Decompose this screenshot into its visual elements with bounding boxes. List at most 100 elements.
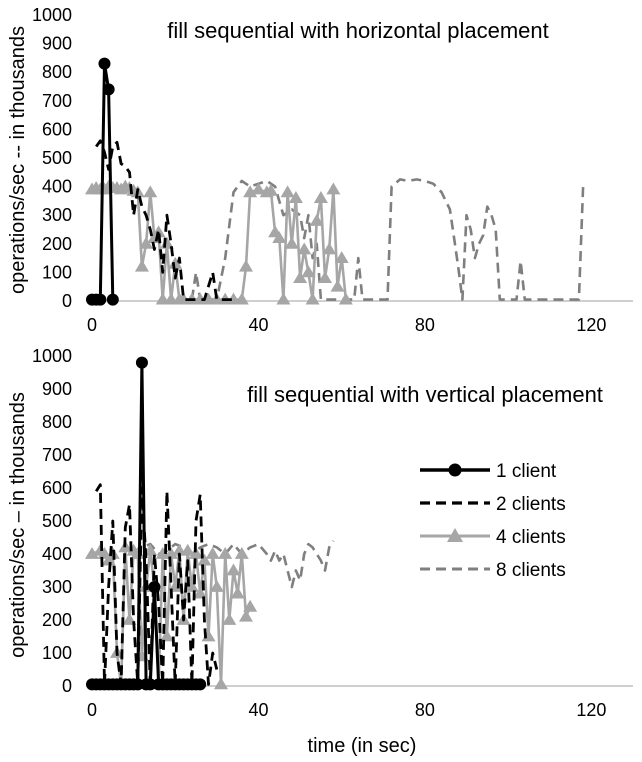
data-point (101, 553, 116, 566)
data-point (326, 182, 341, 195)
data-point (102, 83, 115, 96)
x-ticks: 0 40 80 120 (87, 700, 606, 720)
data-point (94, 293, 107, 306)
data-point (193, 586, 208, 599)
y-tick-label: 500 (42, 511, 72, 531)
series-line-8-clients (190, 178, 587, 301)
series-line-1-client (92, 62, 115, 302)
series-group (85, 356, 335, 691)
data-point (130, 547, 145, 559)
data-point (214, 677, 229, 690)
data-point (85, 547, 99, 559)
series-line-2-clients (95, 483, 219, 686)
data-point (297, 242, 312, 255)
data-point (288, 191, 303, 203)
data-point (151, 225, 166, 238)
series-line-1-client (92, 361, 201, 686)
data-point (276, 292, 291, 305)
legend-label: 8 clients (496, 560, 566, 581)
chart-horizontal-placement: fill sequential with horizontal placemen… (7, 5, 633, 335)
data-point (201, 629, 216, 642)
data-point (226, 563, 241, 576)
data-point (234, 547, 249, 559)
data-point (238, 609, 253, 622)
x-tick-label: 120 (576, 315, 606, 335)
chart-vertical-placement: fill sequential with vertical placement … (7, 346, 633, 757)
data-point (272, 231, 287, 243)
data-point (164, 547, 179, 559)
y-tick-label: 900 (42, 379, 72, 399)
data-point (263, 183, 278, 196)
y-tick-label: 400 (42, 544, 72, 564)
data-point (322, 242, 337, 255)
x-ticks: 0 40 80 120 (87, 315, 606, 335)
legend-marker (447, 528, 463, 542)
legend: 1 client 2 clients 4 clients 8 clients (420, 461, 566, 581)
data-point (234, 292, 249, 305)
y-tick-label: 300 (42, 205, 72, 225)
data-point (106, 293, 119, 306)
x-tick-label: 0 (87, 315, 97, 335)
data-point (144, 678, 157, 691)
data-point (334, 251, 349, 263)
data-point (205, 547, 220, 559)
data-point (98, 57, 111, 70)
y-axis-label: operations/sec -- in thousands (7, 26, 29, 294)
data-point (318, 271, 333, 284)
series-group (85, 57, 587, 306)
legend-label: 2 clients (496, 494, 566, 515)
data-point (134, 259, 149, 272)
y-tick-label: 900 (42, 34, 72, 54)
y-tick-label: 0 (62, 676, 72, 696)
data-point (143, 185, 158, 198)
y-tick-label: 100 (42, 643, 72, 663)
x-axis-label: time (in sec) (308, 735, 417, 757)
data-point (131, 678, 144, 691)
data-point (293, 271, 308, 284)
y-tick-label: 300 (42, 577, 72, 597)
data-point (135, 356, 148, 369)
y-tick-label: 1000 (32, 346, 72, 366)
data-point (230, 586, 245, 599)
data-point (159, 629, 174, 642)
y-tick-label: 600 (42, 478, 72, 498)
data-point (189, 547, 204, 559)
y-tick-label: 400 (42, 177, 72, 197)
x-tick-label: 80 (415, 315, 435, 335)
y-tick-label: 500 (42, 148, 72, 168)
data-point (243, 599, 258, 612)
data-point (194, 678, 207, 691)
y-tick-label: 800 (42, 62, 72, 82)
data-point (209, 580, 224, 592)
x-tick-label: 120 (576, 700, 606, 720)
y-tick-label: 200 (42, 234, 72, 254)
x-tick-label: 0 (87, 700, 97, 720)
data-point (313, 191, 328, 203)
series-line-2-clients (95, 139, 234, 301)
y-tick-label: 200 (42, 610, 72, 630)
chart-title: fill sequential with horizontal placemen… (167, 18, 549, 43)
y-ticks: 0 100 200 300 400 500 600 700 800 900 1000 (32, 346, 72, 696)
data-point (280, 185, 295, 198)
data-point (222, 613, 237, 625)
y-tick-label: 800 (42, 412, 72, 432)
data-point (238, 259, 253, 272)
y-tick-label: 700 (42, 91, 72, 111)
data-point (218, 547, 233, 559)
y-tick-label: 1000 (32, 5, 72, 25)
x-tick-label: 40 (248, 700, 268, 720)
y-tick-label: 700 (42, 445, 72, 465)
data-point (197, 553, 212, 566)
legend-label: 1 client (496, 461, 557, 482)
series-line-4-clients (91, 546, 252, 686)
data-point (168, 256, 183, 269)
y-tick-label: 600 (42, 119, 72, 139)
x-tick-label: 80 (415, 700, 435, 720)
data-point (180, 543, 195, 556)
legend-marker (448, 463, 462, 477)
data-point (251, 182, 266, 195)
y-ticks: 0 100 200 300 400 500 600 700 800 900 1000 (32, 5, 72, 311)
data-point (338, 292, 353, 305)
data-point (148, 581, 161, 593)
